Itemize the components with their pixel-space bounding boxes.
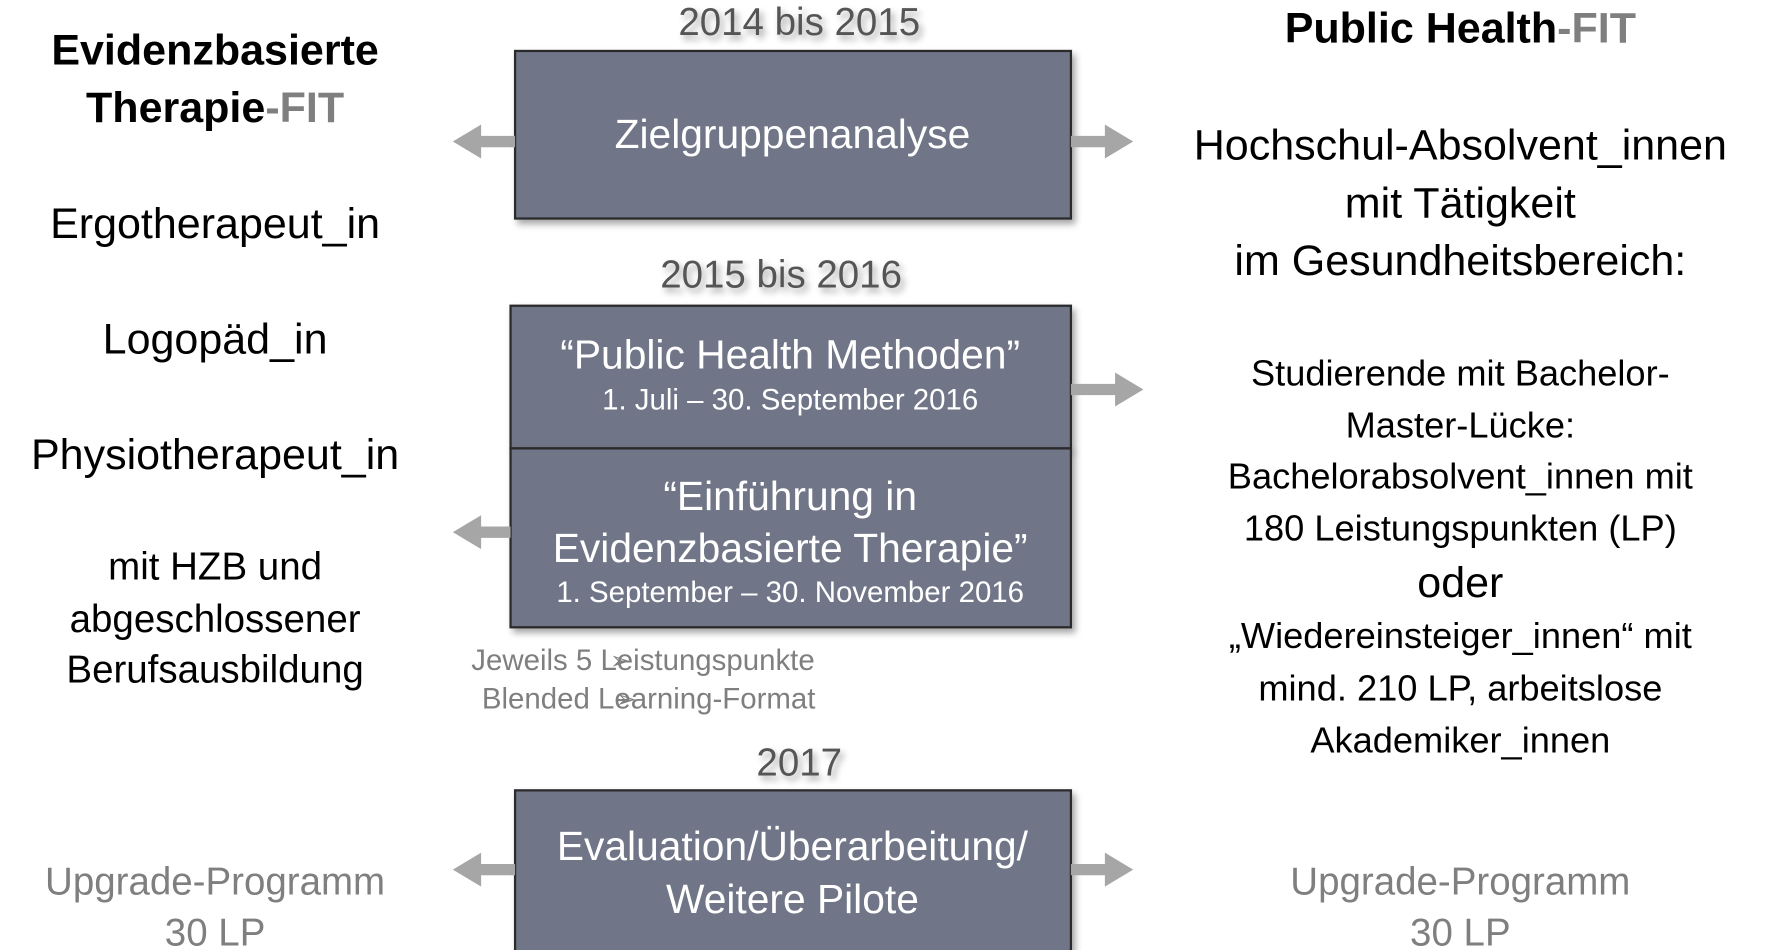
phase-box	[509, 304, 1073, 450]
detail: 180 Leistungspunkten (LP)	[1244, 508, 1677, 549]
note: Blended Learning-Format	[482, 683, 816, 716]
detail: „Wiedereinsteiger_innen“ mit	[1229, 615, 1692, 656]
detail: oder	[1417, 559, 1503, 607]
box-date: 1. Juli – 30. September 2016	[602, 384, 978, 417]
detail: Akademiker_innen	[1310, 719, 1610, 760]
phase-box	[513, 789, 1073, 950]
box-title: “Einführung in	[663, 473, 917, 519]
box-date: 1. September – 30. November 2016	[556, 576, 1024, 609]
profession: Ergotherapeut_in	[50, 200, 380, 248]
left-title: Therapie-FIT	[86, 84, 344, 132]
arrows	[452, 124, 1144, 887]
title-suffix: -FIT	[265, 84, 344, 132]
right-title: Public Health-FIT	[1285, 5, 1636, 53]
title-part: Therapie	[86, 84, 265, 132]
profession: Logopäd_in	[103, 315, 328, 363]
phase-box	[513, 49, 1073, 220]
requirement: abgeschlossener	[70, 598, 361, 641]
period: 2015 bis 2016	[660, 254, 902, 297]
box-title: Evidenzbasierte Therapie”	[553, 525, 1028, 571]
upgrade: 30 LP	[165, 911, 266, 950]
title-part: Public Health	[1285, 5, 1557, 53]
upgrade: 30 LP	[1410, 911, 1511, 950]
arrow-left	[452, 124, 516, 159]
detail: Master-Lücke:	[1346, 405, 1575, 446]
upgrade: Upgrade-Programm	[1290, 860, 1630, 903]
target-group: im Gesundheitsbereich:	[1234, 237, 1686, 285]
note: Jeweils 5 Leistungspunkte	[471, 644, 814, 677]
profession: Physiotherapeut_in	[31, 431, 399, 479]
arrow-right	[1070, 372, 1144, 407]
detail: Bachelorabsolvent_innen mit	[1228, 456, 1693, 497]
detail: mind. 210 LP, arbeitslose	[1258, 667, 1662, 708]
box-title: Weitere Pilote	[666, 876, 919, 922]
target-group: mit Tätigkeit	[1345, 179, 1576, 227]
arrow-left	[452, 515, 511, 550]
arrow-left	[452, 852, 516, 887]
phase-box	[509, 447, 1073, 629]
period: 2014 bis 2015	[678, 1, 920, 44]
box-title: “Public Health Methoden”	[560, 332, 1020, 378]
requirement: Berufsausbildung	[66, 649, 363, 692]
note-bullet: ➢	[610, 647, 631, 675]
box-title: Zielgruppenanalyse	[615, 111, 971, 157]
detail: Studierende mit Bachelor-	[1251, 352, 1670, 393]
arrow-right	[1070, 124, 1134, 159]
note-bullet: ➢	[616, 685, 637, 713]
title-suffix: -FIT	[1557, 5, 1636, 53]
left-title: Evidenzbasierte	[51, 27, 379, 75]
target-group: Hochschul-Absolvent_innen	[1194, 122, 1727, 170]
upgrade: Upgrade-Programm	[45, 860, 385, 903]
period: 2017	[756, 742, 842, 785]
requirement: mit HZB und	[108, 546, 322, 589]
box-title: Evaluation/Überarbeitung/	[557, 823, 1029, 869]
arrow-right	[1070, 852, 1134, 887]
